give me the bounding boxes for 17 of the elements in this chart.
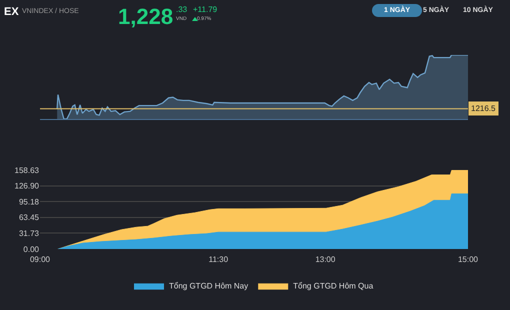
y-tick-label: 158.63: [14, 166, 40, 175]
text: +11.79: [193, 5, 218, 14]
legend-label: Tổng GTGD Hôm Qua: [293, 282, 374, 291]
x-tick-label: 09:00: [30, 255, 51, 264]
text: .33: [176, 5, 188, 14]
legend-label: Tổng GTGD Hôm Nay: [169, 282, 248, 291]
chart-title: EX: [4, 6, 19, 18]
text: 1216.5: [471, 104, 496, 113]
y-tick-label: 31.73: [18, 229, 40, 238]
y-tick-label: 95.18: [18, 197, 40, 206]
x-tick-label: 13:00: [315, 255, 336, 264]
x-tick-label: 15:00: [458, 255, 479, 264]
y-tick-label: 0.00: [23, 244, 40, 254]
y-tick-label: 63.45: [18, 213, 40, 222]
x-tick-label: 11:30: [208, 255, 229, 264]
y-tick-label: 126.90: [14, 182, 40, 191]
text: 1,228: [118, 4, 174, 30]
